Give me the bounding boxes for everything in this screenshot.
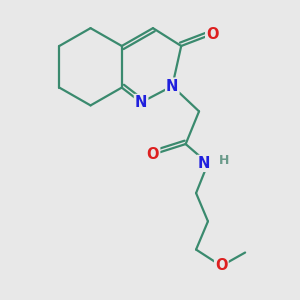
Text: N: N: [166, 79, 178, 94]
Text: N: N: [135, 95, 147, 110]
Text: H: H: [219, 154, 230, 167]
Text: O: O: [215, 258, 228, 273]
Text: O: O: [206, 27, 219, 42]
Text: O: O: [147, 147, 159, 162]
Text: N: N: [197, 156, 210, 171]
